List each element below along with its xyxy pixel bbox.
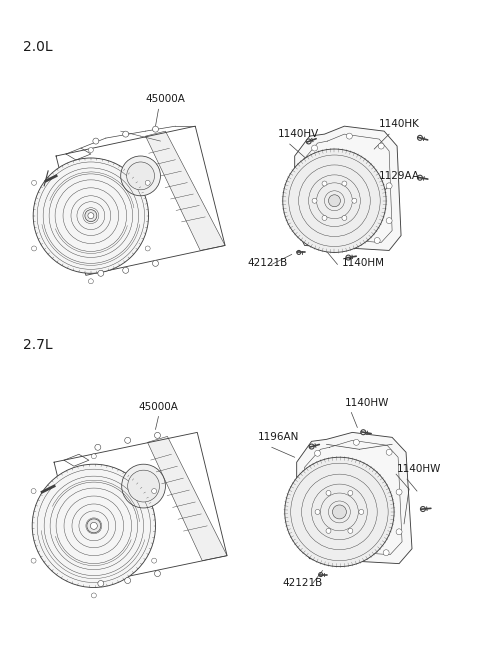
Circle shape [123,267,129,273]
Circle shape [31,558,36,563]
Circle shape [98,580,104,586]
Circle shape [396,489,402,495]
Circle shape [283,149,386,252]
Circle shape [85,210,97,221]
Circle shape [332,240,337,246]
Circle shape [153,126,158,132]
Circle shape [120,156,160,196]
Circle shape [91,454,96,458]
Circle shape [88,213,94,219]
Circle shape [326,529,331,533]
Circle shape [125,578,131,584]
Circle shape [359,510,364,514]
Circle shape [328,195,340,207]
Circle shape [361,430,366,435]
Circle shape [87,519,101,533]
Circle shape [418,176,422,180]
Circle shape [322,181,327,186]
Circle shape [90,523,97,529]
Circle shape [88,279,93,284]
Circle shape [31,489,36,493]
Text: 1129AA: 1129AA [379,171,420,181]
Text: 2.7L: 2.7L [23,338,53,352]
Circle shape [420,506,425,512]
Text: 1140HK: 1140HK [379,119,420,129]
Circle shape [346,255,351,260]
Text: 45000A: 45000A [145,94,185,104]
Circle shape [348,529,353,533]
Text: 1140HM: 1140HM [341,258,384,269]
Circle shape [315,510,320,514]
Circle shape [374,238,380,244]
Circle shape [312,198,317,203]
Circle shape [297,250,301,254]
Circle shape [32,464,156,588]
Circle shape [342,181,347,186]
Circle shape [312,145,318,151]
Circle shape [122,464,166,508]
Polygon shape [295,126,401,250]
Circle shape [128,470,159,502]
Circle shape [145,246,150,251]
Circle shape [386,449,392,455]
Circle shape [32,180,36,185]
Circle shape [299,193,305,198]
Circle shape [352,198,357,203]
Text: 1140HW: 1140HW [397,464,442,474]
Circle shape [32,246,36,251]
Text: 2.0L: 2.0L [23,40,53,54]
Circle shape [342,215,347,221]
Circle shape [153,261,158,267]
Text: 42121B: 42121B [248,258,288,269]
Circle shape [155,432,160,438]
Circle shape [123,131,129,137]
Circle shape [319,572,323,576]
Circle shape [333,505,347,519]
Circle shape [145,180,150,185]
Circle shape [322,215,327,221]
Circle shape [306,139,311,144]
Circle shape [383,550,389,555]
Text: 1140HV: 1140HV [278,129,319,139]
Polygon shape [145,131,225,250]
Polygon shape [297,432,412,563]
Circle shape [93,138,99,144]
Circle shape [309,444,314,449]
Circle shape [285,457,394,567]
Text: 45000A: 45000A [139,402,179,411]
Circle shape [307,227,312,234]
Circle shape [152,489,156,493]
Circle shape [336,553,342,559]
Circle shape [95,444,101,450]
Circle shape [396,529,402,534]
Circle shape [91,593,96,598]
Circle shape [386,217,392,223]
Circle shape [326,491,331,495]
Circle shape [152,558,156,563]
Circle shape [309,538,314,544]
Circle shape [418,136,422,140]
Circle shape [33,158,148,273]
Circle shape [347,133,352,139]
Circle shape [348,491,353,495]
Circle shape [155,571,160,576]
Text: 42121B: 42121B [283,578,323,588]
Circle shape [127,162,155,190]
Circle shape [386,183,392,189]
Polygon shape [147,436,227,561]
Circle shape [378,143,384,149]
Circle shape [98,271,104,276]
Text: 1140HW: 1140HW [344,398,389,407]
Circle shape [300,504,307,510]
Circle shape [125,438,131,443]
Circle shape [314,450,321,457]
Text: 1196AN: 1196AN [258,432,299,442]
Circle shape [88,147,93,153]
Circle shape [353,440,360,445]
